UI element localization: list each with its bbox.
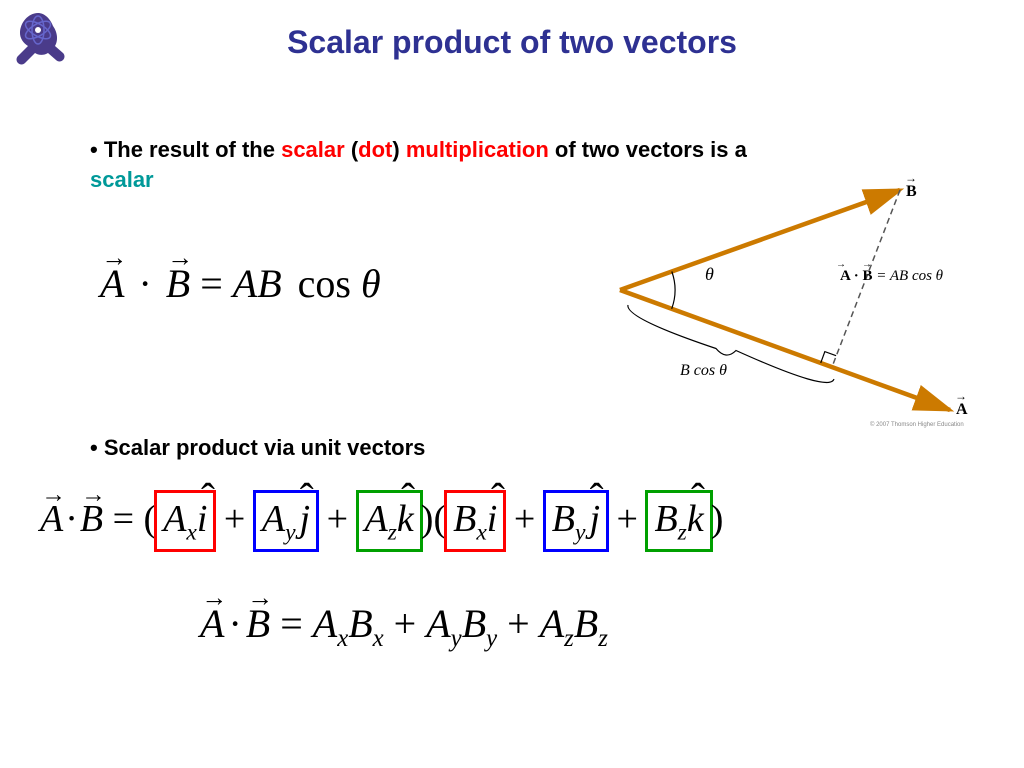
b: B: [552, 498, 575, 540]
term-bzk: Bzk: [645, 490, 712, 552]
sub: y: [486, 625, 497, 652]
formula-expanded: A·B = (Axi + Ayj + Azk)(Bxi + Byj + Bzk): [40, 490, 723, 552]
i-hat: i: [487, 498, 498, 540]
a: A: [540, 601, 564, 646]
text: The result of the: [104, 137, 281, 162]
plus: +: [504, 498, 544, 540]
eq-open: = (: [103, 498, 156, 540]
text: of two vectors is a: [549, 137, 747, 162]
k-hat: k: [397, 498, 414, 540]
sub: z: [388, 520, 397, 546]
a: A: [163, 498, 186, 540]
sub: x: [186, 520, 196, 546]
sub: y: [575, 520, 585, 546]
plus: +: [607, 498, 647, 540]
vec-b: B: [80, 498, 103, 540]
close: ): [711, 498, 724, 540]
svg-text:→: →: [862, 259, 872, 270]
eq: =: [270, 601, 313, 646]
text-mult: multiplication: [406, 137, 549, 162]
b: B: [453, 498, 476, 540]
j-hat: j: [585, 498, 600, 540]
svg-text:→: →: [955, 389, 967, 403]
mid: )(: [421, 498, 446, 540]
a: A: [426, 601, 450, 646]
text: (: [345, 137, 358, 162]
term-azk: Azk: [356, 490, 423, 552]
a: A: [313, 601, 337, 646]
slide-title: Scalar product of two vectors: [0, 0, 1024, 61]
vec-a: A: [40, 498, 63, 540]
vec-b: B: [166, 261, 190, 306]
svg-text:A · B = AB cos θ: A · B = AB cos θ: [840, 268, 944, 284]
vec-b: B: [246, 601, 270, 646]
b: B: [462, 601, 486, 646]
vec-a: A: [200, 601, 224, 646]
term-byj: Byj: [543, 490, 609, 552]
theta: θ: [361, 261, 381, 306]
sub: x: [373, 625, 384, 652]
b: B: [654, 498, 677, 540]
i-hat: i: [197, 498, 208, 540]
sub: z: [564, 625, 574, 652]
plus: +: [214, 498, 254, 540]
bullet-unit-vectors: • Scalar product via unit vectors: [90, 435, 425, 461]
cos: cos: [292, 261, 351, 306]
term-axi: Axi: [154, 490, 216, 552]
sub: x: [476, 520, 486, 546]
text-scalar2: scalar: [90, 167, 154, 192]
sub: z: [598, 625, 608, 652]
svg-text:→: →: [836, 259, 846, 270]
eq: =: [200, 261, 233, 306]
svg-text:B: B: [906, 183, 917, 200]
b: B: [348, 601, 372, 646]
plus: +: [384, 601, 427, 646]
sub: y: [285, 520, 295, 546]
dot-op: ·: [224, 601, 245, 646]
sub: z: [678, 520, 687, 546]
sub: x: [337, 625, 348, 652]
text-scalar: scalar: [281, 137, 345, 162]
a: A: [262, 498, 285, 540]
text: Scalar product via unit vectors: [104, 435, 426, 460]
svg-text:B cos θ: B cos θ: [680, 362, 727, 379]
svg-text:© 2007 Thomson Higher Educatio: © 2007 Thomson Higher Education: [870, 421, 964, 428]
sub: y: [451, 625, 462, 652]
svg-text:θ: θ: [705, 264, 714, 284]
term-bxi: Bxi: [444, 490, 506, 552]
svg-text:A: A: [956, 401, 968, 418]
dot-op: ·: [134, 261, 155, 306]
j-hat: j: [296, 498, 311, 540]
k-hat: k: [687, 498, 704, 540]
formula-result: A·B = AxBx + AyBy + AzBz: [200, 600, 608, 653]
formula-ab-costheta: A · B = AB cos θ: [100, 260, 381, 307]
term-ayj: Ayj: [253, 490, 319, 552]
a: A: [365, 498, 388, 540]
svg-text:→: →: [905, 171, 917, 185]
text-dot: dot: [358, 137, 392, 162]
vec-a: A: [100, 261, 124, 306]
b: B: [574, 601, 598, 646]
plus: +: [497, 601, 540, 646]
logo-icon: [8, 8, 68, 68]
text: ): [392, 137, 405, 162]
vector-diagram: θB cos θA→B→A · B = AB cos θ→→© 2007 Tho…: [570, 170, 1000, 430]
ab: AB: [233, 261, 282, 306]
plus: +: [317, 498, 357, 540]
